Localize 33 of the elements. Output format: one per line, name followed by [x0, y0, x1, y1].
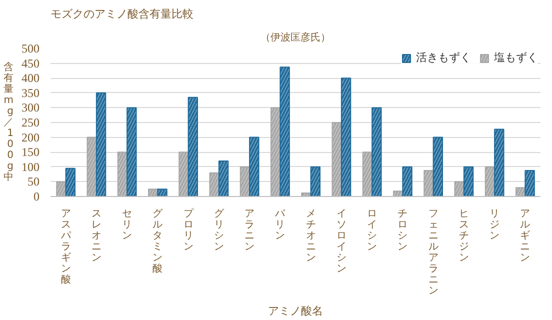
x-tick-label: スレオニン — [91, 208, 102, 264]
x-tick-label: アスパラギン酸 — [60, 208, 72, 286]
x-tick-label: アルギニン — [520, 208, 530, 264]
x-tick-label: グリシン — [214, 208, 225, 252]
y-tick-label: 0 — [34, 190, 40, 204]
y-tick-label: 400 — [22, 71, 40, 86]
legend-label: 活きもずく — [416, 50, 471, 65]
x-tick-label: アラニン — [244, 208, 255, 252]
chart-title: モズクのアミノ酸含有量比較 — [50, 8, 194, 20]
x-tick-label: メチオニン — [306, 208, 316, 264]
y-tick-label: 150 — [22, 145, 40, 160]
x-tick-label: チロシン — [398, 208, 408, 252]
x-tick-label: プロリン — [183, 208, 194, 252]
x-tick-label: イソロイシン — [336, 208, 346, 274]
x-tick-label: ヒスチジン — [458, 208, 469, 264]
y-tick-label: 200 — [22, 130, 40, 144]
x-axis-title: アミノ酸名 — [268, 304, 323, 318]
x-tick-label: セリン — [122, 208, 132, 242]
y-tick-label: 300 — [22, 100, 40, 115]
y-tick-label: 450 — [22, 56, 40, 70]
x-tick-label: ロイシン — [367, 208, 378, 252]
text: 含有量mg／100g中 — [4, 62, 14, 183]
y-tick-label: 350 — [22, 86, 40, 100]
y-tick-label: 50 — [28, 174, 40, 189]
text: （伊波匡彦氏） — [260, 32, 330, 44]
x-tick-label: フェニルアラニン — [428, 208, 438, 296]
y-tick-label: 100 — [22, 160, 40, 174]
x-tick-label: リジン — [490, 208, 500, 242]
y-tick-label: 500 — [22, 42, 40, 56]
y-tick-label: 250 — [22, 116, 40, 130]
x-tick-label: バリン — [274, 208, 286, 242]
x-tick-label: グルタミン酸 — [152, 208, 164, 274]
legend-label: 塩もずく — [494, 50, 538, 65]
